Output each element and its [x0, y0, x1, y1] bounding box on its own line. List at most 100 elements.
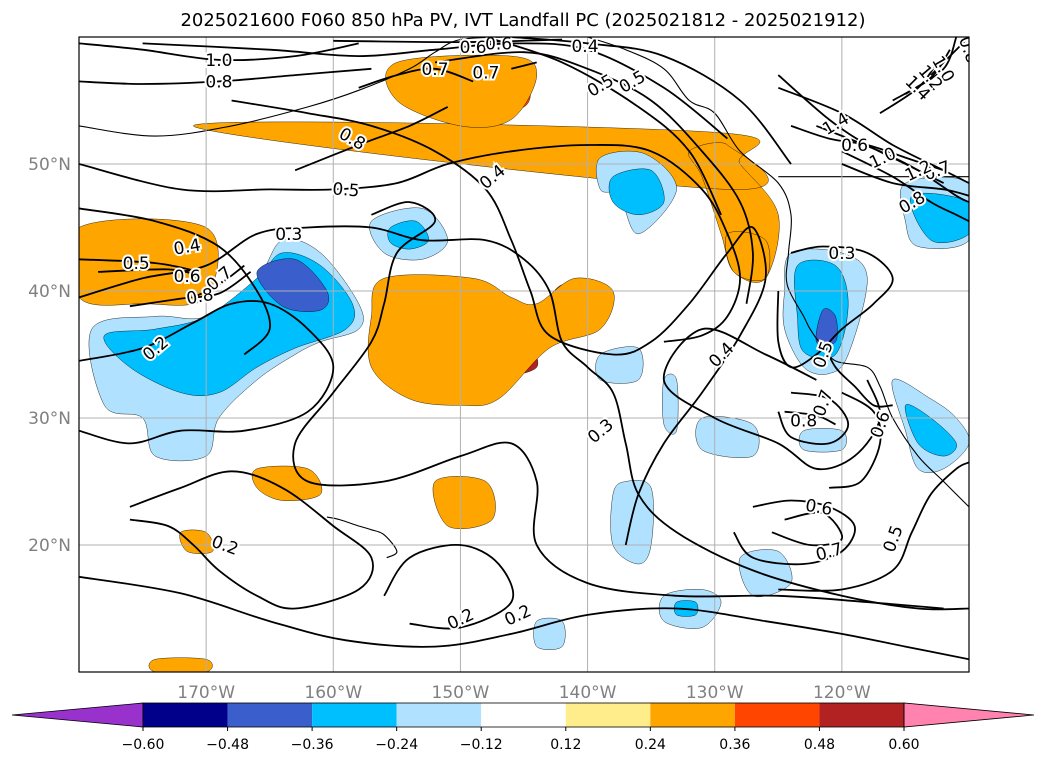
contour-label: 0.7: [814, 539, 845, 565]
contour-label: 0.4: [172, 235, 202, 259]
fill-patch: [695, 416, 760, 458]
fill-patch: [432, 476, 496, 529]
contour-label: 0.8: [185, 285, 215, 309]
contour-line: [79, 258, 200, 273]
lon-tick-label: 130°W: [686, 683, 744, 703]
contour-line: [733, 499, 856, 566]
fill-patch: [148, 657, 213, 672]
lat-tick-label: 30°N: [28, 409, 71, 429]
contour-line: [358, 67, 474, 89]
contour-label: 0.3: [584, 415, 618, 448]
colorbar-bin: [565, 703, 651, 727]
contour-line: [129, 470, 374, 610]
fill-patch: [387, 220, 429, 250]
fill-patch: [385, 54, 537, 128]
colorbar-bin: [819, 703, 904, 727]
coastline: [79, 37, 512, 137]
colorbar-tick-label: 0.12: [550, 737, 581, 753]
contour-label: 0.8: [790, 412, 817, 432]
contour-line: [511, 61, 537, 70]
contour-label: 0.5: [123, 254, 150, 274]
colorbar-bin: [734, 703, 820, 727]
contour-line: [79, 67, 372, 85]
filled-anomalies: [79, 54, 969, 672]
contour-line: [930, 37, 969, 76]
fill-patch: [251, 465, 323, 501]
contour-line: [79, 42, 359, 62]
contour-line: [777, 86, 969, 184]
contour-line: [79, 207, 272, 356]
contour-line: [778, 461, 969, 592]
contour-line: [142, 42, 728, 140]
colorbar-tick-label: −0.24: [375, 737, 418, 753]
contour-line: [662, 327, 882, 471]
lon-tick-label: 150°W: [432, 683, 490, 703]
contour-line: [841, 150, 969, 222]
colorbar-tick-label: 0.24: [635, 737, 666, 753]
fill-patch: [179, 529, 214, 554]
pv-contours: [79, 37, 969, 661]
lat-tick-label: 20°N: [28, 536, 71, 556]
map-plot-layer: 0.20.20.20.20.30.30.30.40.40.40.50.50.50…: [79, 34, 982, 672]
contour-label: 1.0: [205, 51, 232, 71]
contour-label: 0.5: [332, 179, 361, 201]
contour-label: 0.5: [880, 523, 908, 555]
lon-tick-label: 120°W: [813, 683, 871, 703]
contour-label: 0.7: [421, 60, 448, 80]
contour-label: 0.2: [444, 605, 477, 635]
contour-line: [79, 225, 969, 611]
contour-label: 0.6: [841, 136, 868, 156]
contour-line: [383, 543, 515, 630]
contour-label: 0.4: [571, 37, 598, 57]
contour-line: [434, 51, 754, 304]
contour-line: [98, 268, 201, 277]
map-frame: [78, 36, 970, 673]
contour-label: 0.5: [616, 67, 649, 98]
contour-line: [485, 37, 722, 216]
colorbar-bin: [312, 703, 397, 727]
contour-line: [777, 391, 850, 445]
coastline: [587, 37, 969, 508]
contour-line: [511, 37, 792, 165]
fill-patch: [904, 404, 957, 457]
contour-line: [784, 410, 836, 426]
fill-patch: [725, 231, 771, 281]
colorbar-tick-label: −0.12: [460, 737, 503, 753]
map-axes: 170°W 160°W 150°W 140°W 130°W 120°W 50°N 40°N 30…: [28, 36, 970, 703]
colorbar-bin: [481, 703, 566, 727]
contour-line: [192, 264, 245, 299]
lat-tick-label: 50°N: [28, 155, 71, 175]
colorbar-tick-label: 0.36: [719, 737, 750, 753]
contour-label: 0.6: [460, 38, 487, 58]
contour-label: 0.7: [472, 64, 499, 84]
contour-line: [79, 575, 969, 661]
fill-patch: [815, 308, 838, 346]
lon-tick-label: 170°W: [177, 683, 235, 703]
lat-tick-label: 40°N: [28, 282, 71, 302]
fill-patch: [910, 192, 969, 243]
contour-line: [892, 49, 951, 102]
fill-patch: [662, 373, 679, 435]
colorbar-extend-low: [11, 702, 144, 728]
contour-line: [294, 106, 449, 172]
colorbar-bin: [650, 703, 735, 727]
contour-line: [776, 245, 894, 369]
fill-patch: [798, 428, 847, 453]
lon-tick-label: 140°W: [559, 683, 617, 703]
contour-label: 0.6: [485, 34, 512, 54]
contour-line: [79, 144, 742, 343]
lon-tick-label: 160°W: [304, 683, 362, 703]
contour-label: 0.3: [828, 244, 855, 264]
colorbar-bin: [143, 703, 228, 727]
contour-label: 0.2: [502, 601, 535, 631]
fill-patch: [256, 258, 329, 312]
contour-line: [771, 511, 843, 547]
contour-line: [79, 300, 335, 445]
contour-line: [129, 271, 252, 308]
contour-line: [333, 38, 563, 44]
colorbar: −0.60 −0.48 −0.36 −0.24 −0.12 0.12 0.24 0.36 0.4…: [11, 702, 1035, 753]
map-area: 0.20.20.20.20.30.30.30.40.40.40.50.50.50…: [79, 34, 982, 672]
coastlines: [79, 37, 969, 559]
contour-label: 0.8: [954, 34, 982, 66]
